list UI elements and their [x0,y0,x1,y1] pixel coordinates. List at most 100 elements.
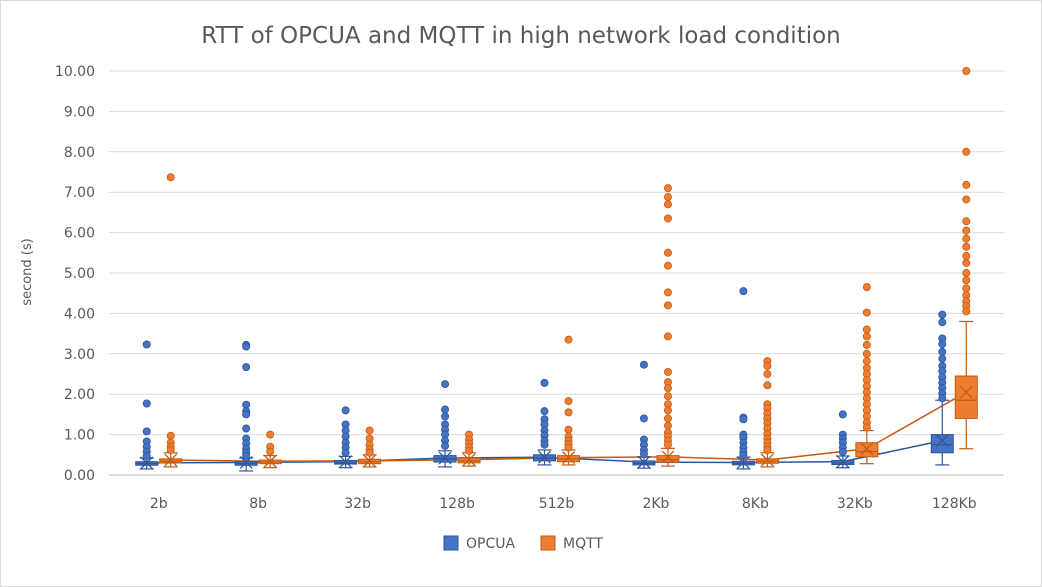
outlier-point [763,381,772,390]
y-tick-label: 10.00 [55,64,95,80]
legend: OPCUA MQTT [443,535,603,552]
box-mqtt-512b [557,335,580,466]
outlier-point [962,195,971,204]
outlier-point [663,414,672,423]
legend-label-mqtt: MQTT [563,536,603,552]
outlier-point [166,431,175,440]
outlier-point [962,242,971,251]
outlier-point [242,424,251,433]
outlier-point [166,173,175,182]
box-opcua-2Kb [632,360,656,469]
outlier-point [441,380,450,389]
box-opcua-128b [433,380,457,468]
mean-marker [935,434,949,448]
mean-marker [164,453,178,467]
outlier-point [763,445,772,454]
outlier-point [142,340,151,349]
outlier-point [142,427,151,436]
box-body [855,442,879,458]
outlier-point [938,394,947,403]
outlier-point [540,440,549,449]
outlier-point [465,446,474,455]
mean-marker [760,453,774,467]
mean-marker [860,442,874,456]
outlier-point [862,332,871,341]
outlier-point [938,347,947,356]
box-body [930,434,954,454]
mean-marker [959,385,973,399]
mean-marker [438,451,452,465]
outlier-point [938,318,947,327]
outlier-point [862,308,871,317]
box-opcua-8Kb [731,287,755,470]
outlier-point [962,252,971,261]
mean-marker [140,456,154,470]
box-mqtt-2b [159,173,183,468]
outlier-point [242,363,251,372]
outlier-point [564,335,573,344]
x-tick-label: 32Kb [837,496,873,512]
mean-marker [562,451,575,465]
box-mqtt-2Kb [656,184,680,467]
mean-marker [836,455,850,469]
y-tick-labels: 0.00 1.00 2.00 3.00 4.00 5.00 6.00 7.00 8.00 9.00… [55,64,95,484]
outlier-point [663,184,672,193]
outlier-point [639,449,648,458]
y-tick-label: 9.00 [64,104,95,120]
outlier-point [663,406,672,415]
outlier-point [242,410,251,419]
x-tick-labels: 2b 8b 32b 128b 512b 2Kb 8Kb 32Kb 128Kb [150,496,977,512]
box-opcua-8b [234,340,258,472]
outlier-point [862,325,871,334]
outlier-point [962,268,971,277]
boxes [135,67,978,472]
outlier-point [962,307,971,316]
outlier-point [763,361,772,370]
outlier-point [540,407,549,416]
outlier-point [962,147,971,156]
outlier-point [663,214,672,223]
box-body [656,455,680,463]
outlier-point [441,412,450,421]
outlier-point [838,410,847,419]
outlier-point [663,392,672,401]
y-tick-label: 7.00 [64,185,95,201]
outlier-point [663,421,672,430]
outlier-point [564,408,573,417]
box-opcua-32b [334,406,358,469]
mean-marker [538,450,551,464]
x-tick-label: 2Kb [642,496,669,512]
outlier-point [739,451,748,460]
outlier-point [266,447,275,456]
box-mqtt-8Kb [755,357,779,468]
outlier-point [266,430,275,439]
y-axis-title: second (s) [20,238,35,305]
y-tick-label: 0.00 [64,468,95,484]
mean-marker [462,453,476,467]
outlier-point [564,397,573,406]
outlier-point [365,426,374,435]
mean-marker [661,450,675,464]
outlier-point [663,367,672,376]
outlier-point [938,310,947,319]
legend-label-opcua: OPCUA [466,536,515,552]
outlier-point [341,448,350,457]
outlier-point [142,399,151,408]
box-mqtt-8b [258,430,282,469]
outlier-point [862,340,871,349]
outlier-point [739,415,748,424]
outlier-point [663,248,672,257]
outlier-point [441,441,450,450]
x-tick-label: 8b [249,496,267,512]
box-mqtt-32b [358,426,382,468]
outlier-point [763,369,772,378]
outlier-point [962,284,971,293]
outlier-point [242,452,251,461]
outlier-point [663,440,672,449]
outlier-point [962,67,971,76]
y-tick-label: 2.00 [64,387,95,403]
box-mqtt-128b [457,430,481,467]
x-tick-label: 8Kb [742,496,769,512]
box-opcua-128Kb [930,310,954,466]
outlier-point [938,354,947,363]
